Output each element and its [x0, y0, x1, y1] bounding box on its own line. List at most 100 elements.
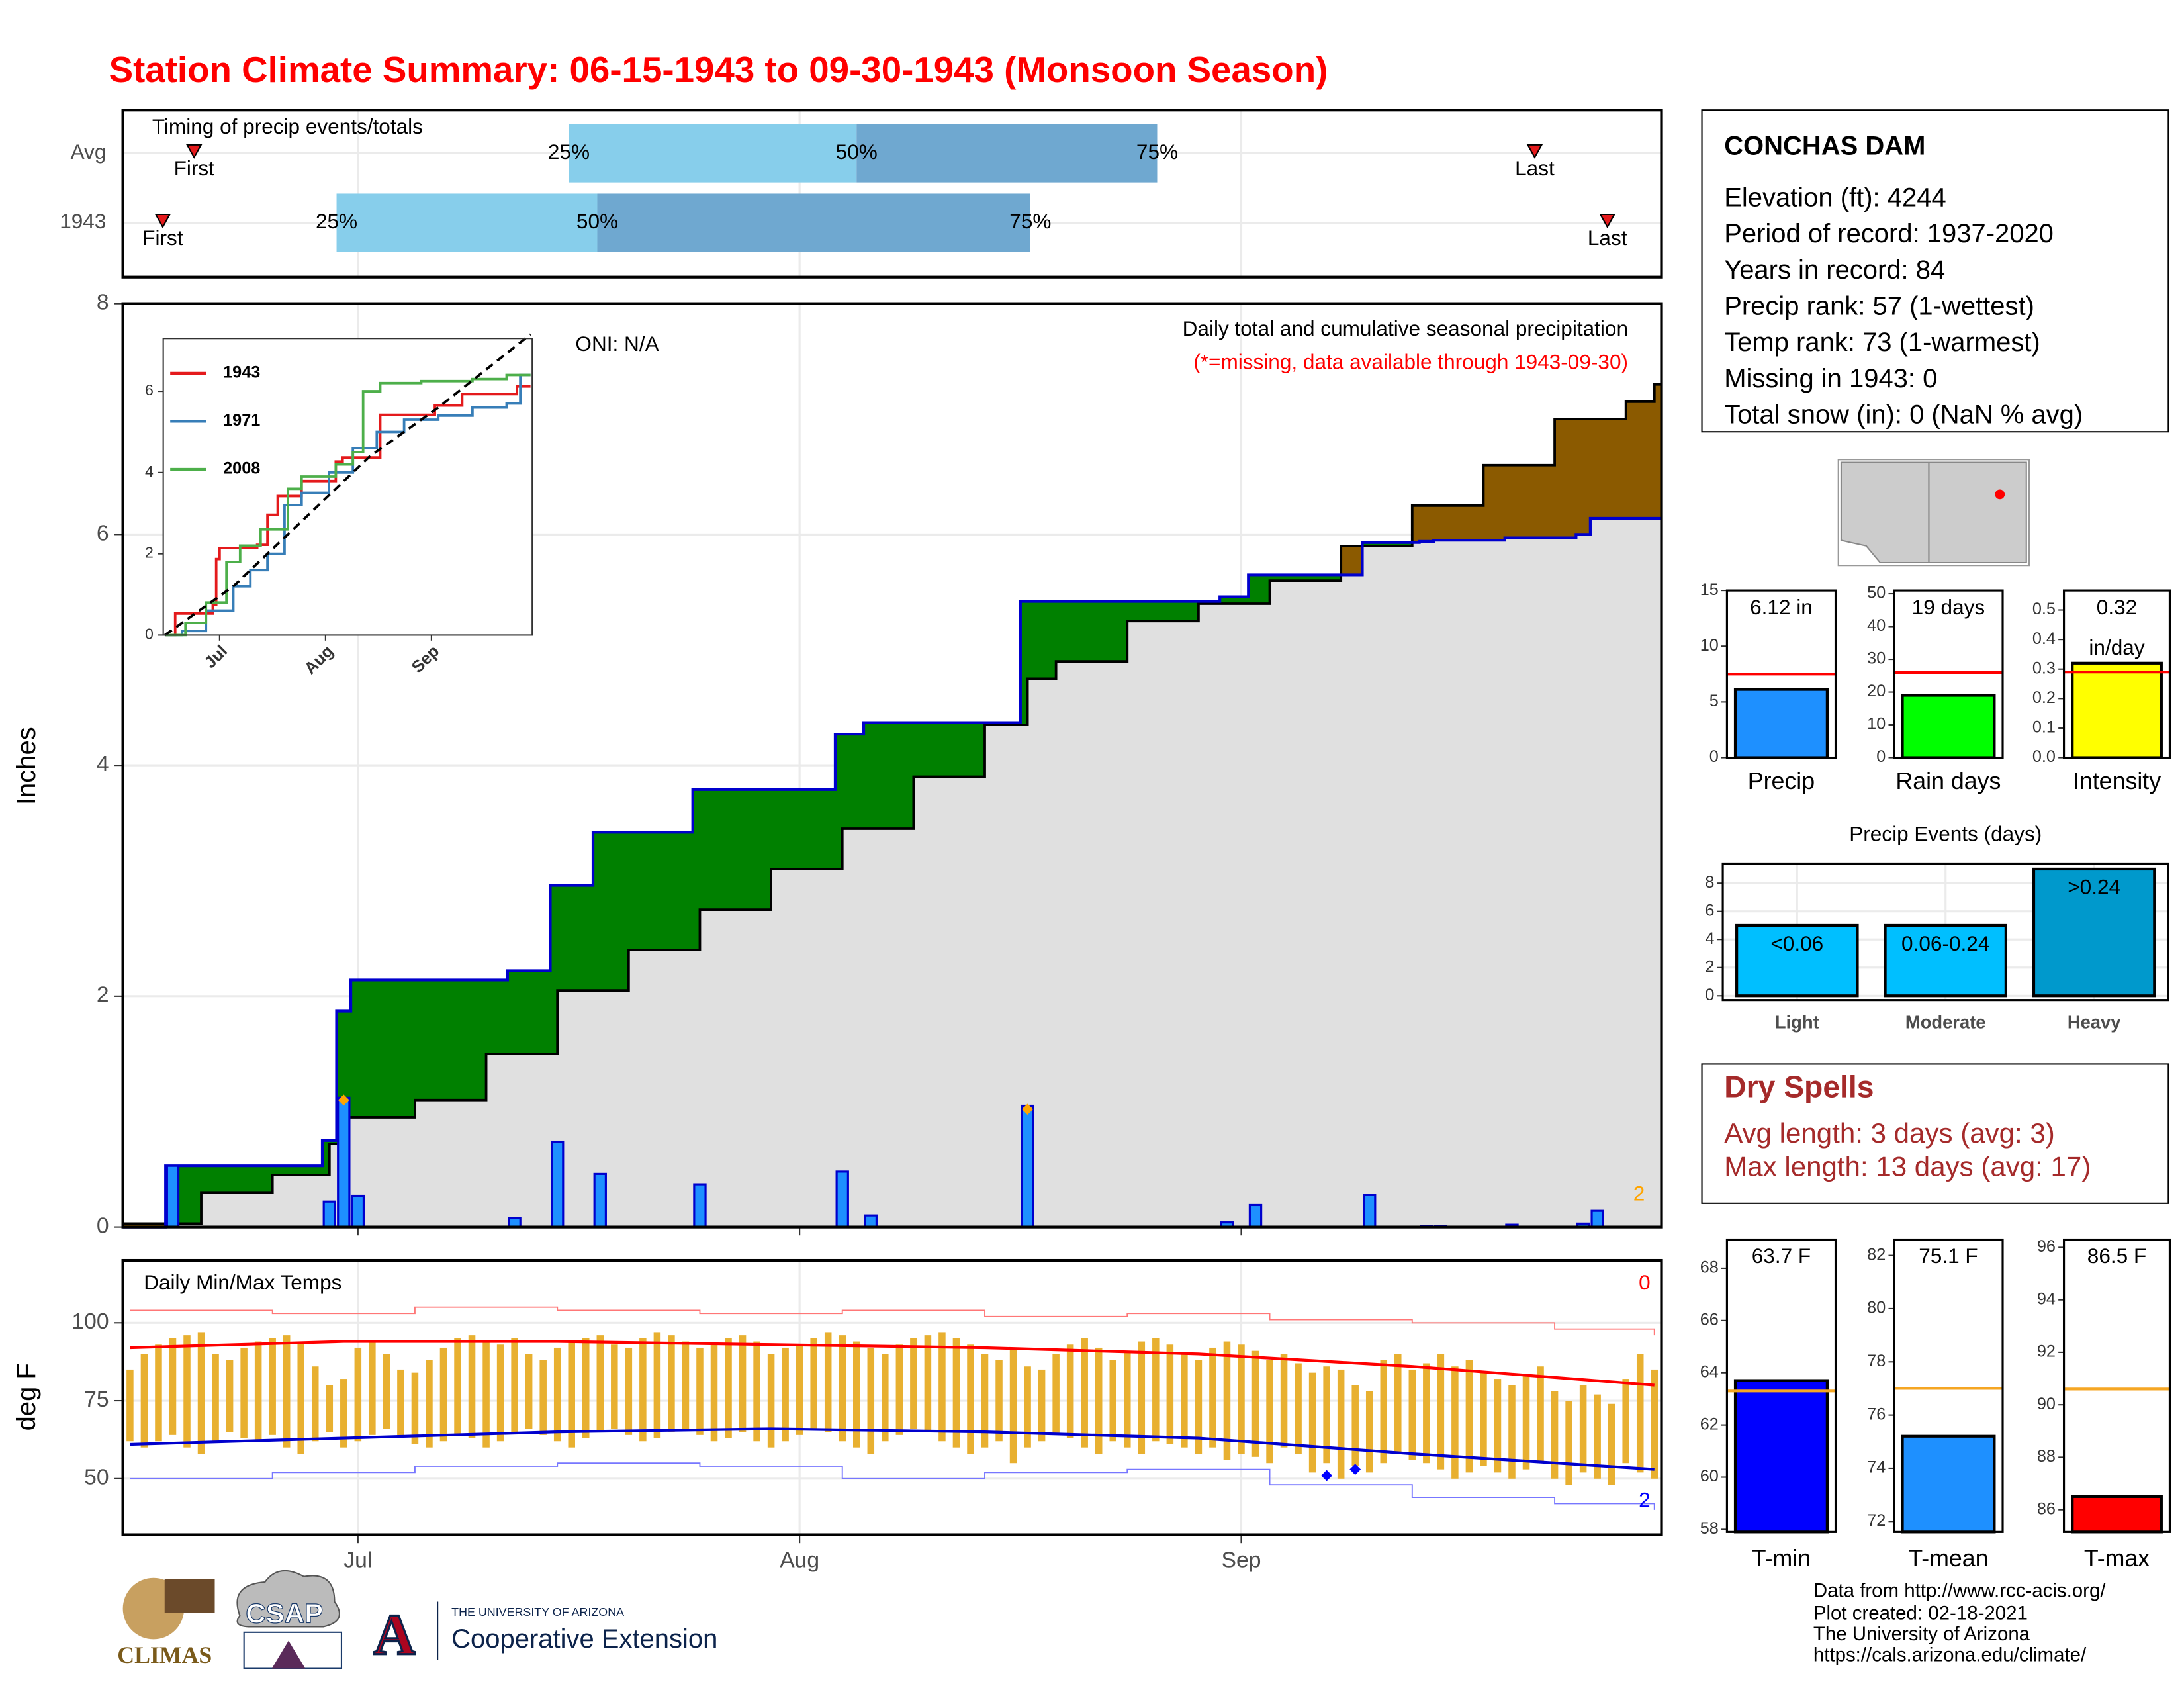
- value-label: 75.1 F: [1919, 1244, 1978, 1268]
- main-title: Station Climate Summary: 06-15-1943 to 0…: [109, 49, 1328, 90]
- temp-bar: [1537, 1366, 1544, 1464]
- timing-label: 25%: [316, 209, 357, 233]
- daily-bar: [322, 1200, 336, 1229]
- temp-bar: [1095, 1347, 1103, 1454]
- value-label: 0.06-0.24: [1901, 931, 1989, 955]
- temp-bar: [924, 1335, 932, 1432]
- info-line: Period of record: 1937-2020: [1724, 219, 2054, 248]
- daily-bar: [835, 1170, 849, 1229]
- temp-bar: [439, 1347, 447, 1442]
- y-tick-label: 4: [1705, 929, 1714, 948]
- record-low-line: [130, 1462, 1655, 1510]
- y-tick-label: 78: [1867, 1352, 1886, 1370]
- y-tick-label: 92: [2037, 1342, 2056, 1361]
- temp-bar: [1579, 1385, 1587, 1473]
- temp-bar: [625, 1347, 633, 1435]
- temp-bar: [653, 1332, 661, 1438]
- temp-bar: [454, 1338, 461, 1435]
- temp-bar: [1251, 1350, 1259, 1457]
- temp-bar: [1451, 1366, 1459, 1479]
- temp-bar: [1365, 1391, 1373, 1473]
- dry-spell-line: Avg length: 3 days (avg: 3): [1724, 1117, 2055, 1149]
- y-tick-label: 64: [1700, 1362, 1719, 1381]
- y-tick-label: 8: [1705, 873, 1714, 892]
- timing-label: 50%: [576, 209, 618, 233]
- y-tick-label: 2: [97, 983, 109, 1008]
- y-tick-label: 0.5: [2032, 600, 2056, 618]
- temp-bar: [1608, 1403, 1615, 1485]
- temp-bar: [1465, 1360, 1473, 1473]
- temp-bar: [1408, 1369, 1416, 1460]
- temp-bar: [468, 1335, 476, 1438]
- bar: [2071, 661, 2163, 759]
- y-tick-label: 0.3: [2032, 659, 2056, 677]
- temp-bar: [882, 1354, 889, 1442]
- temp-bar: [824, 1332, 832, 1432]
- y-tick-label: 4: [145, 463, 154, 480]
- temp-bar: [611, 1344, 618, 1429]
- temp-bar: [397, 1369, 404, 1438]
- timing-label: 75%: [1009, 209, 1051, 233]
- y-tick-label: 8: [97, 291, 109, 315]
- series-line: [165, 373, 531, 637]
- temp-bar: [1522, 1376, 1530, 1470]
- value-label: >0.24: [2068, 875, 2120, 899]
- temp-bar: [383, 1354, 390, 1429]
- x-tick-label: Aug: [780, 1548, 819, 1572]
- temp-bar: [1209, 1347, 1216, 1448]
- category-label: T-mean: [1908, 1545, 1988, 1571]
- category-label: T-max: [2084, 1545, 2150, 1571]
- dry-spell-box: [1701, 1063, 2169, 1204]
- timing-label: 75%: [1136, 140, 1178, 164]
- bar: [1733, 1379, 1829, 1534]
- y-tick-label: 6: [145, 381, 154, 399]
- daily-bar: [337, 1096, 351, 1229]
- daily-bar: [551, 1140, 565, 1229]
- temp-bar: [539, 1360, 547, 1435]
- y-tick-label: 94: [2037, 1289, 2056, 1308]
- dry-spell-line: Max length: 13 days (avg: 17): [1724, 1150, 2091, 1182]
- temp-bar: [1223, 1341, 1231, 1460]
- row-label: Avg: [71, 140, 107, 164]
- station-name: CONCHAS DAM: [1724, 132, 1925, 161]
- temp-bar: [1124, 1350, 1131, 1448]
- daily-bar: [165, 1164, 180, 1229]
- y-tick-label: 30: [1867, 649, 1886, 668]
- y-axis-label: deg F: [12, 1363, 41, 1430]
- bar: [1735, 923, 1859, 998]
- temp-bar: [725, 1338, 732, 1438]
- y-tick-label: 50: [84, 1466, 109, 1490]
- panel-title: Daily Min/Max Temps: [144, 1270, 341, 1294]
- csap-mountain: [271, 1640, 306, 1669]
- legend-label: 1971: [223, 411, 260, 430]
- temp-bar: [839, 1335, 846, 1442]
- temp-bar: [1038, 1369, 1046, 1442]
- missing-flag: [1321, 1470, 1333, 1481]
- temp-bar: [1337, 1369, 1345, 1479]
- temp-bar: [867, 1347, 875, 1454]
- daily-bar: [1590, 1209, 1604, 1229]
- y-tick-label: 0.1: [2032, 718, 2056, 737]
- value-label: 6.12 in: [1750, 595, 1813, 619]
- university-text: THE UNIVERSITY OF ARIZONA: [451, 1605, 624, 1618]
- temp-bar: [1081, 1338, 1088, 1448]
- temp-bar: [482, 1341, 490, 1448]
- temp-bar: [767, 1354, 775, 1448]
- y-tick-label: 88: [2037, 1447, 2056, 1466]
- temp-bar: [1651, 1369, 1659, 1479]
- temp-bar: [126, 1369, 134, 1442]
- y-tick-label: 2: [145, 544, 154, 561]
- temp-bar: [1138, 1341, 1146, 1454]
- info-line: Years in record: 84: [1724, 256, 1945, 285]
- temp-bar: [739, 1335, 747, 1432]
- corner-label: 2: [1633, 1182, 1645, 1205]
- y-tick-label: 90: [2037, 1395, 2056, 1413]
- temp-bar: [696, 1347, 704, 1435]
- temp-bar: [1308, 1372, 1316, 1473]
- event-marker: [185, 144, 203, 159]
- row-label: 1943: [60, 209, 106, 233]
- missing-flag: [1349, 1464, 1361, 1476]
- temp-bar: [1622, 1379, 1629, 1464]
- timing-label: Last: [1515, 156, 1555, 180]
- category-label: Light: [1775, 1012, 1819, 1033]
